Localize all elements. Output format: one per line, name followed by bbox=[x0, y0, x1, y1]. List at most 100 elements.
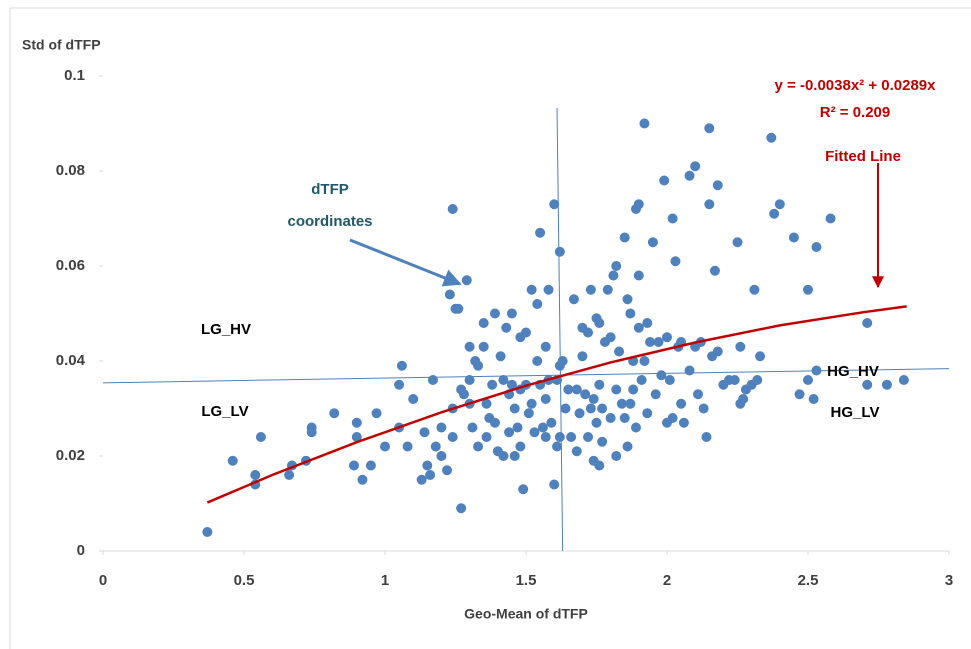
point bbox=[749, 284, 760, 295]
point bbox=[529, 427, 540, 438]
point bbox=[647, 237, 658, 248]
point bbox=[568, 294, 579, 305]
point bbox=[642, 318, 653, 328]
point bbox=[498, 375, 509, 385]
point bbox=[755, 351, 766, 362]
point bbox=[653, 337, 664, 347]
annotation: HG_LV bbox=[831, 404, 880, 421]
point bbox=[811, 242, 822, 252]
point bbox=[645, 337, 656, 347]
point bbox=[625, 398, 636, 409]
point bbox=[512, 422, 523, 433]
point bbox=[605, 413, 616, 423]
x-tick-label: 0 bbox=[99, 572, 107, 589]
point bbox=[540, 341, 551, 352]
point bbox=[788, 232, 799, 243]
point bbox=[478, 341, 489, 352]
point bbox=[611, 261, 622, 271]
point bbox=[250, 470, 261, 480]
point bbox=[642, 408, 653, 419]
point bbox=[704, 123, 715, 134]
point bbox=[591, 417, 602, 428]
x-tick-label: 2 bbox=[663, 572, 671, 589]
point bbox=[506, 379, 517, 390]
point bbox=[881, 379, 892, 390]
point bbox=[501, 322, 512, 333]
point bbox=[630, 422, 641, 433]
point bbox=[467, 422, 478, 433]
point bbox=[729, 375, 740, 385]
x-tick-label: 3 bbox=[945, 572, 953, 589]
x-tick-label: 1 bbox=[381, 572, 389, 589]
point bbox=[583, 432, 594, 442]
point bbox=[487, 379, 498, 390]
point bbox=[394, 379, 405, 390]
point bbox=[436, 451, 447, 461]
annotation: Fitted Line bbox=[825, 148, 901, 165]
point bbox=[732, 237, 743, 248]
point bbox=[636, 375, 647, 385]
point bbox=[464, 375, 475, 385]
point bbox=[566, 432, 577, 442]
point bbox=[535, 227, 546, 238]
point bbox=[540, 432, 551, 442]
point bbox=[521, 327, 531, 338]
annotation: dTFP bbox=[311, 181, 349, 198]
point bbox=[808, 394, 819, 404]
point bbox=[614, 346, 625, 357]
point bbox=[458, 389, 469, 400]
point bbox=[594, 379, 605, 390]
point bbox=[560, 403, 571, 414]
point bbox=[650, 389, 661, 400]
point bbox=[202, 527, 213, 537]
point bbox=[605, 332, 616, 343]
annotation: HG_HV bbox=[827, 363, 879, 380]
point bbox=[738, 394, 749, 404]
point bbox=[554, 246, 565, 257]
point bbox=[549, 479, 560, 490]
point bbox=[371, 408, 382, 419]
point bbox=[461, 275, 472, 286]
point bbox=[509, 451, 520, 461]
point bbox=[489, 417, 500, 428]
point bbox=[684, 365, 695, 376]
point bbox=[498, 451, 509, 461]
quadrant-line bbox=[102, 368, 950, 384]
point bbox=[419, 427, 430, 438]
point bbox=[704, 199, 715, 210]
point bbox=[473, 360, 484, 371]
y-tick-label: 0 bbox=[77, 542, 85, 559]
point bbox=[803, 284, 813, 295]
point bbox=[662, 332, 672, 343]
point bbox=[611, 451, 622, 461]
point bbox=[422, 460, 433, 471]
point bbox=[585, 403, 596, 414]
point bbox=[602, 284, 613, 295]
point bbox=[862, 318, 873, 328]
point bbox=[351, 417, 362, 428]
y-tick-label: 0.02 bbox=[56, 447, 85, 464]
point bbox=[478, 318, 489, 328]
point bbox=[447, 204, 458, 214]
point bbox=[656, 370, 667, 381]
point bbox=[794, 389, 805, 400]
point bbox=[518, 484, 529, 495]
point bbox=[481, 432, 492, 442]
point bbox=[690, 161, 701, 172]
point bbox=[622, 294, 633, 305]
point bbox=[619, 413, 630, 423]
coord-arrow bbox=[349, 238, 462, 287]
point bbox=[583, 327, 594, 338]
point bbox=[594, 318, 605, 328]
point bbox=[425, 470, 436, 480]
point bbox=[664, 375, 675, 385]
point bbox=[481, 398, 492, 409]
point bbox=[862, 379, 873, 390]
point bbox=[811, 365, 822, 376]
point bbox=[633, 270, 644, 281]
point bbox=[659, 175, 670, 186]
x-tick-label: 1.5 bbox=[516, 572, 537, 589]
point bbox=[473, 441, 484, 452]
point bbox=[549, 199, 560, 210]
